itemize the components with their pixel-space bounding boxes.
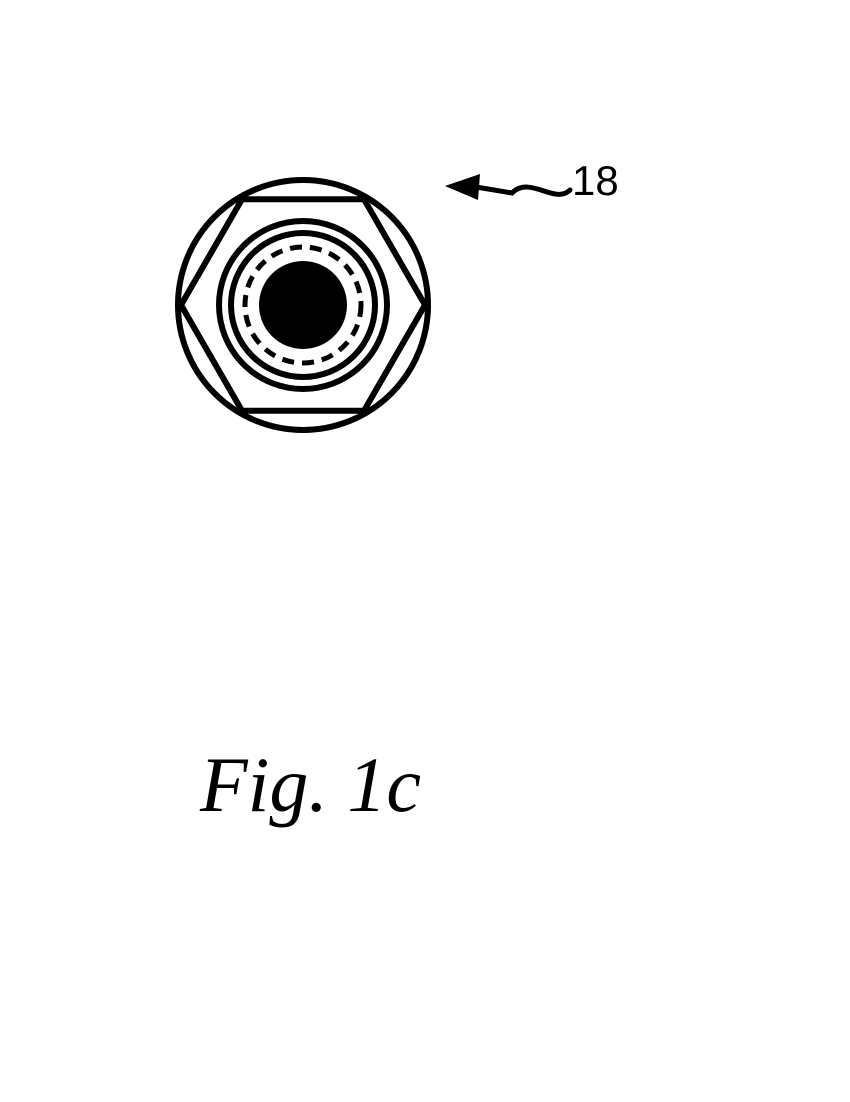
callout-18: 18: [445, 157, 619, 204]
callout-squiggle: [470, 186, 570, 194]
callout-label: 18: [572, 157, 619, 204]
page: 18 Fig. 1c: [0, 0, 850, 1102]
callout-arrowhead: [445, 174, 480, 200]
figure-caption: Fig. 1c: [200, 740, 421, 830]
bore-fill: [259, 261, 347, 349]
hex-nut-drawing: [178, 180, 428, 430]
patent-figure-svg: 18: [0, 0, 850, 1102]
